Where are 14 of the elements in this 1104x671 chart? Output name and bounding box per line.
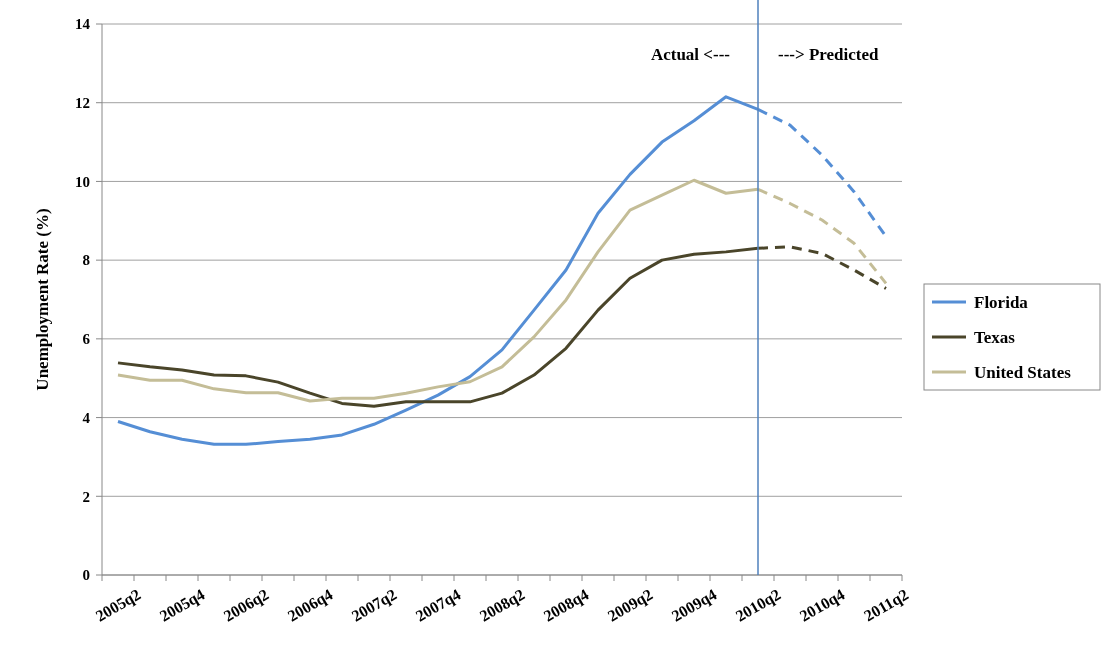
y-tick-label: 14: [75, 16, 91, 33]
legend-label: Texas: [974, 327, 1016, 347]
annotation: Actual <---: [650, 45, 731, 64]
y-axis-title: Unemployment Rate (%): [33, 208, 52, 391]
y-tick-label: 6: [82, 331, 91, 348]
y-tick-label: 8: [82, 252, 90, 269]
y-tick-label: 2: [82, 488, 90, 505]
y-tick-label: 0: [82, 567, 90, 584]
annotation: ---> Predicted: [778, 45, 880, 64]
legend-label: Florida: [974, 292, 1029, 312]
y-tick-label: 4: [82, 409, 91, 426]
y-tick-label: 10: [75, 173, 90, 190]
legend-label: United States: [974, 362, 1072, 382]
y-tick-label: 12: [75, 94, 90, 111]
